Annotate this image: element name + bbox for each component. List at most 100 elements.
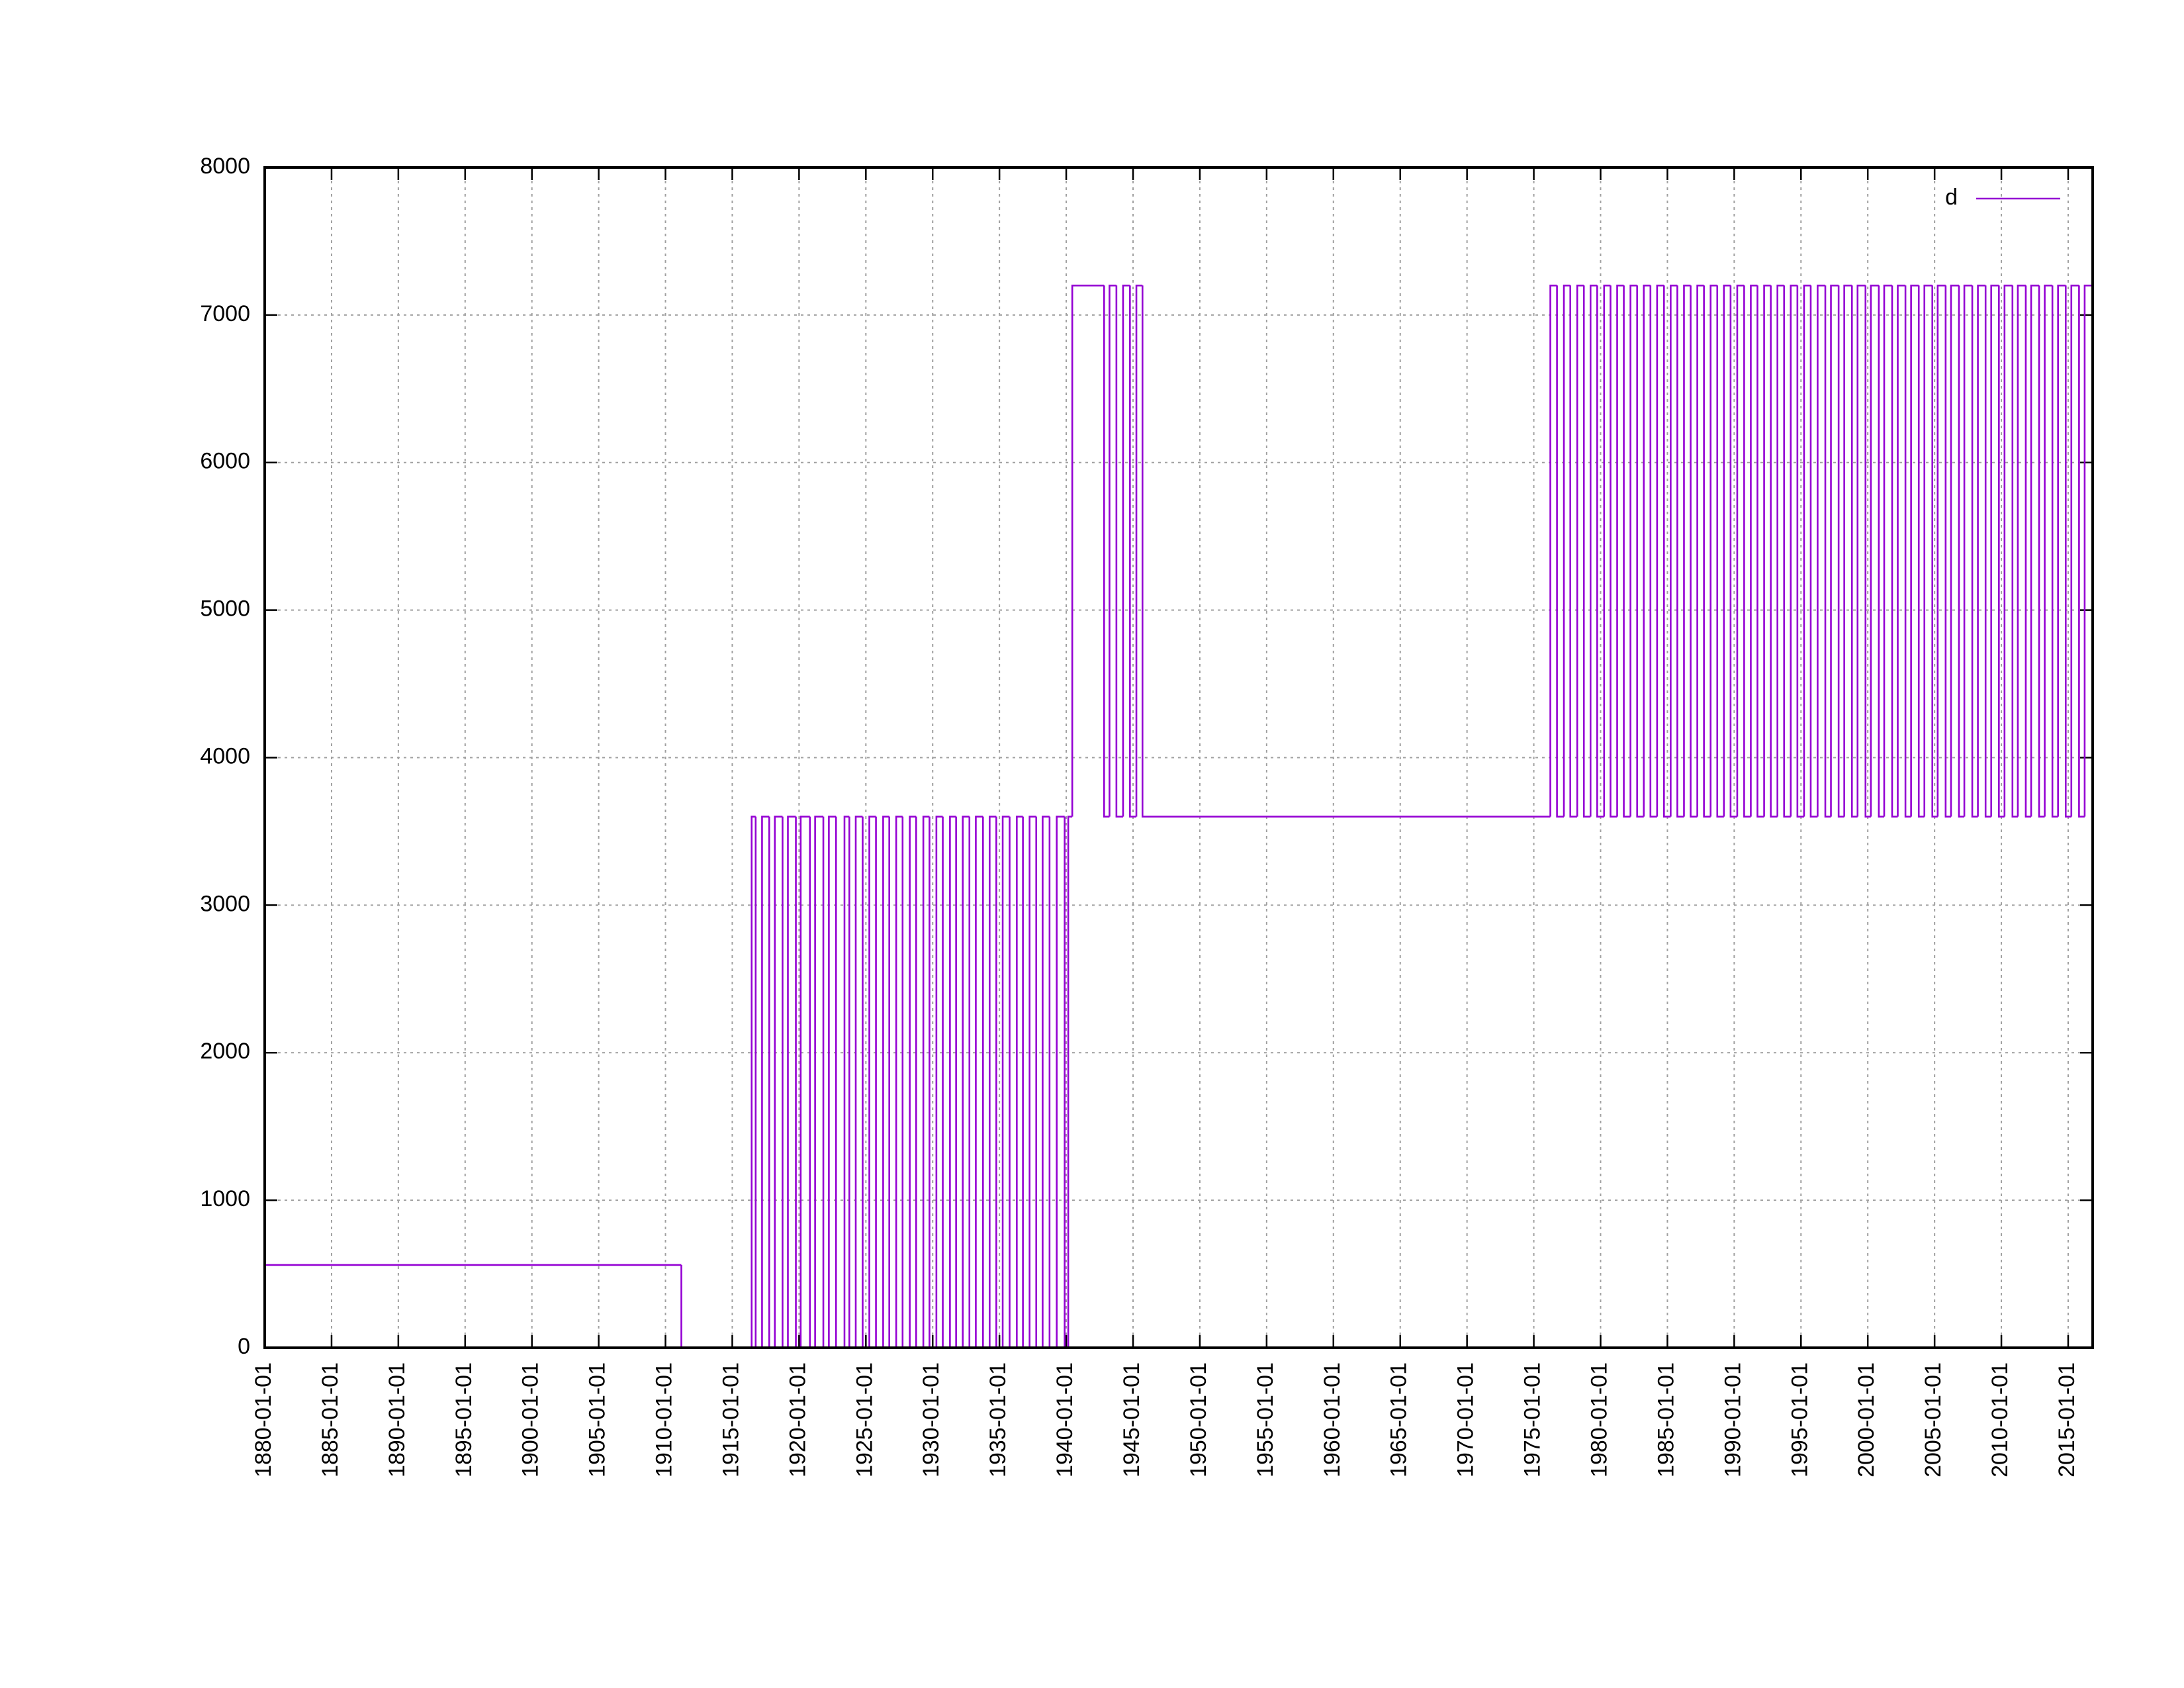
step-segment [1931,285,1938,818]
step-segment [1569,285,1578,818]
step-segment [955,816,963,1349]
step-segment [1904,285,1911,818]
step-segment [2044,285,2053,817]
step-segment [1709,285,1717,817]
y-tick-label: 3000 [200,891,250,916]
step-segment [2003,285,2013,817]
plot-border [263,166,2094,1349]
step-segment [1670,285,1678,817]
step-segment [828,816,837,1348]
y-tick-label: 0 [238,1334,250,1359]
step-segment [2070,285,2079,817]
step-segment [1770,285,1778,818]
step-segment [2064,285,2071,818]
step-segment [1115,285,1123,818]
series [265,285,2094,1349]
step-segment [901,816,910,1349]
step-segment [1963,285,1973,817]
step-segment [1990,285,1999,817]
step-segment [1649,285,1657,818]
x-tick-label: 1895-01-01 [451,1362,477,1477]
step-segment [968,816,976,1349]
step-segment [680,1264,752,1349]
step-segment [1683,285,1691,817]
x-tick-label: 1940-01-01 [1052,1362,1077,1477]
step-segment [1878,285,1884,818]
x-tick-label: 1975-01-01 [1520,1362,1545,1477]
step-segment [1803,285,1811,817]
step-segment [1716,285,1724,818]
step-segment [1756,285,1764,818]
step-segment [1001,816,1010,1348]
step-segment [1971,285,1978,818]
step-segment [981,816,990,1349]
y-tick-label: 6000 [200,449,250,474]
x-tick-label: 1925-01-01 [852,1362,877,1477]
x-tick-label: 1890-01-01 [385,1362,410,1477]
step-segment [1870,285,1879,817]
step-segment [922,816,930,1348]
step-segment [2051,285,2058,818]
step-segment [949,816,956,1348]
step-segment [799,816,810,1348]
step-segment [1135,285,1143,817]
x-tick-label: 1880-01-01 [251,1362,276,1477]
step-segment [1843,285,1852,817]
step-segment [935,816,943,1348]
x-tick-label: 2000-01-01 [1854,1362,1879,1477]
step-segment [1129,285,1137,818]
step-segment [1998,285,2005,818]
step-segment [1763,285,1771,817]
step-segment [1563,285,1570,817]
step-segment [1824,285,1831,818]
step-segment [1582,285,1591,818]
step-segment [909,816,917,1348]
step-segment [1028,816,1036,1348]
step-segment [843,816,850,1348]
step-segment [1549,285,1557,817]
step-segment [2057,285,2066,817]
step-segment [2078,285,2085,818]
step-segment [1663,285,1671,818]
x-tick-label: 1950-01-01 [1186,1362,1211,1477]
step-segment [1750,285,1758,817]
x-tick-label: 1980-01-01 [1586,1362,1612,1477]
step-segment [787,816,796,1348]
step-segment [1729,285,1737,818]
step-segment [989,816,997,1348]
x-tick-label: 1900-01-01 [518,1362,543,1477]
step-segment [1897,285,1906,817]
step-segment [1676,285,1684,818]
x-tick-label: 1945-01-01 [1119,1362,1144,1477]
step-segment [814,816,824,1348]
step-segment [1576,285,1584,817]
step-segment [975,816,983,1348]
step-segment [1589,285,1598,817]
step-segment [1891,285,1898,818]
step-segment [1736,285,1745,817]
x-tick-label: 1915-01-01 [718,1362,743,1477]
x-tick-label: 1910-01-01 [652,1362,677,1477]
step-segment [1817,285,1826,817]
x-tick-label: 1965-01-01 [1387,1362,1412,1477]
y-tick-label: 2000 [200,1039,250,1064]
step-segment [2011,285,2018,818]
y-tick-label: 5000 [200,596,250,622]
step-segment [895,816,903,1348]
step-segment [754,816,762,1349]
step-segment [1042,816,1050,1348]
step-segment [1016,816,1023,1348]
x-tick-label: 2005-01-01 [1921,1362,1946,1477]
step-segment [2083,285,2093,817]
step-segment [1790,285,1797,817]
step-segment [1783,285,1791,818]
step-segment [1603,285,1611,817]
step-segment [1009,816,1017,1349]
step-segment [1796,285,1804,818]
step-segment [761,816,770,1348]
step-segment [1022,816,1030,1349]
step-segment [1067,816,1073,1348]
step-segment [1035,816,1043,1349]
